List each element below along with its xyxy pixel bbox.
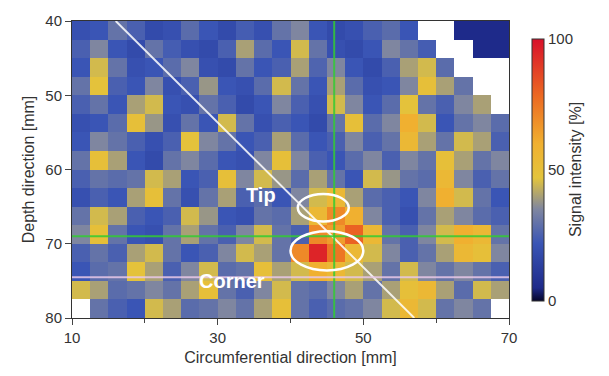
svg-text:Signal intensity [%]: Signal intensity [%] [567, 102, 584, 237]
svg-text:40: 40 [45, 12, 62, 29]
svg-text:50: 50 [45, 87, 62, 104]
svg-text:10: 10 [64, 329, 81, 346]
svg-text:Corner: Corner [199, 270, 265, 292]
svg-text:Tip: Tip [246, 184, 276, 206]
svg-text:70: 70 [45, 235, 62, 252]
svg-text:50: 50 [548, 161, 565, 178]
svg-text:0: 0 [548, 292, 556, 309]
svg-text:60: 60 [45, 161, 62, 178]
svg-text:100: 100 [548, 30, 573, 47]
svg-text:70: 70 [501, 329, 518, 346]
svg-text:Circumferential direction [mm]: Circumferential direction [mm] [184, 349, 397, 366]
svg-text:80: 80 [45, 309, 62, 326]
svg-text:Depth direction [mm]: Depth direction [mm] [20, 96, 37, 244]
svg-text:30: 30 [209, 329, 226, 346]
svg-text:50: 50 [355, 329, 372, 346]
